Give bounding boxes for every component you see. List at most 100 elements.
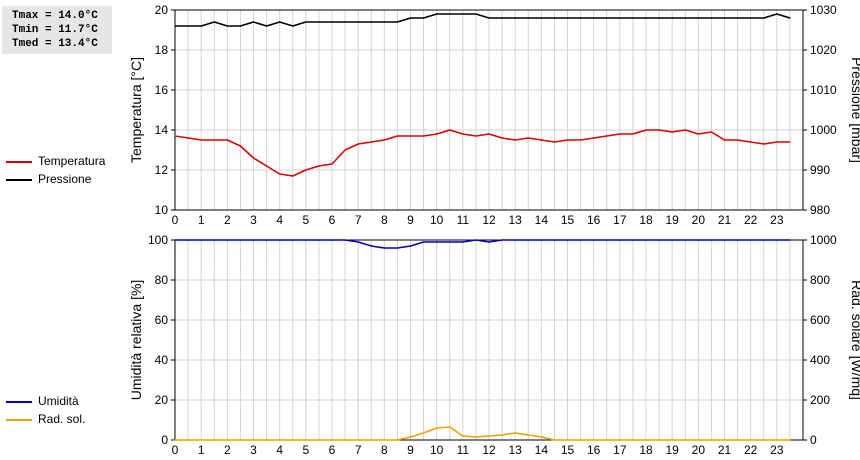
- series-point-top-1-28: [540, 17, 542, 19]
- series-point-top-0-7: [266, 165, 268, 167]
- xtick-label-top-3: 3: [250, 213, 257, 227]
- series-point-bottom-1-16: [383, 439, 385, 441]
- series-point-bottom-0-36: [645, 239, 647, 241]
- series-point-top-1-29: [553, 17, 556, 19]
- ylabel-right-top: Pressione [mbar]: [849, 57, 860, 163]
- series-point-bottom-1-14: [357, 439, 359, 441]
- plot-frame-bottom: [174, 239, 804, 441]
- series-point-bottom-1-32: [593, 439, 595, 441]
- series-point-bottom-0-2: [200, 239, 202, 241]
- series-point-bottom-1-20: [436, 427, 438, 429]
- series-point-top-1-33: [606, 17, 608, 19]
- ytick-label-left-bottom-1: 20: [155, 393, 169, 407]
- series-point-bottom-1-2: [200, 439, 202, 441]
- ytick-label-left-bottom-4: 80: [155, 273, 169, 287]
- series-point-top-1-22: [462, 13, 464, 15]
- xtick-label-top-11: 11: [457, 213, 470, 227]
- xtick-label-top-0: 0: [172, 213, 179, 227]
- xtick-label-bottom-10: 10: [430, 443, 444, 457]
- series-point-bottom-1-26: [514, 432, 516, 434]
- series-point-top-0-11: [318, 165, 320, 167]
- series-point-bottom-1-3: [213, 439, 215, 441]
- series-point-top-1-40: [697, 17, 699, 19]
- xtick-label-top-13: 13: [508, 213, 522, 227]
- xtick-label-top-23: 23: [770, 213, 784, 227]
- series-point-bottom-1-38: [671, 439, 673, 441]
- series-point-top-1-26: [514, 17, 516, 19]
- series-point-top-0-39: [684, 129, 686, 131]
- ytick-label-right-bottom-3: 600: [810, 313, 830, 327]
- series-point-bottom-0-47: [789, 239, 791, 241]
- series-point-top-0-25: [501, 137, 503, 139]
- ytick-label-right-top-1: 990: [810, 163, 830, 177]
- series-point-top-0-45: [763, 143, 765, 145]
- ylabel-right-bottom: Rad. solare [W/mq]: [849, 280, 860, 400]
- series-point-top-1-43: [737, 17, 739, 19]
- xtick-label-top-9: 9: [407, 213, 414, 227]
- series-point-top-1-23: [475, 13, 477, 15]
- series-point-bottom-0-43: [737, 239, 739, 241]
- series-point-bottom-1-34: [619, 439, 621, 441]
- xtick-label-bottom-5: 5: [302, 443, 309, 457]
- series-point-bottom-0-15: [370, 245, 372, 247]
- series-point-bottom-1-18: [409, 436, 412, 438]
- series-point-top-0-27: [527, 137, 529, 139]
- legend-item-temperatura: Temperatura: [6, 154, 146, 170]
- series-point-top-1-42: [723, 17, 726, 19]
- series-point-bottom-1-19: [423, 432, 425, 434]
- series-point-top-1-47: [789, 17, 791, 19]
- series-point-top-0-22: [462, 133, 464, 135]
- series-point-bottom-0-13: [344, 239, 346, 241]
- series-point-top-1-25: [501, 17, 503, 19]
- series-point-bottom-1-13: [344, 439, 346, 441]
- legend-item-umidita: Umidità: [6, 394, 146, 410]
- xtick-label-bottom-9: 9: [407, 443, 414, 457]
- series-point-top-1-5: [239, 25, 241, 27]
- xtick-label-bottom-8: 8: [381, 443, 388, 457]
- xtick-label-bottom-1: 1: [198, 443, 205, 457]
- xtick-label-top-10: 10: [430, 213, 444, 227]
- series-point-top-1-10: [305, 21, 307, 23]
- series-point-top-1-24: [488, 17, 490, 19]
- xtick-label-top-17: 17: [613, 213, 627, 227]
- series-point-top-1-18: [409, 17, 412, 19]
- series-point-bottom-1-39: [684, 439, 686, 441]
- series-point-bottom-1-37: [658, 439, 660, 441]
- series-point-top-1-1: [187, 25, 189, 27]
- series-point-bottom-1-5: [239, 439, 241, 441]
- ytick-label-left-top-4: 18: [155, 43, 169, 57]
- series-point-top-1-35: [632, 17, 634, 19]
- legend-label-temperatura: Temperatura: [38, 154, 106, 168]
- series-line-top-1: [175, 13, 791, 27]
- series-point-bottom-0-37: [658, 239, 660, 241]
- plot-frame-top: [174, 9, 804, 211]
- series-point-bottom-0-17: [396, 247, 398, 249]
- ytick-label-left-top-3: 16: [155, 83, 169, 97]
- xtick-label-top-19: 19: [665, 213, 679, 227]
- legend-swatch-radsol: [6, 419, 32, 421]
- series-point-top-1-46: [776, 13, 778, 15]
- series-point-top-1-17: [396, 21, 398, 23]
- series-point-top-0-19: [423, 135, 425, 137]
- series-point-bottom-0-35: [632, 239, 634, 241]
- tmax-text: Tmax = 14.0°C: [12, 10, 98, 22]
- series-point-bottom-1-0: [174, 439, 176, 441]
- series-point-top-1-45: [763, 17, 765, 19]
- xtick-label-top-1: 1: [198, 213, 205, 227]
- legend-swatch-umidita: [6, 401, 32, 403]
- series-point-bottom-0-0: [174, 239, 176, 241]
- series-line-top-0: [174, 129, 790, 177]
- series-point-bottom-0-42: [723, 239, 726, 241]
- series-point-top-0-47: [789, 141, 791, 143]
- series-point-top-0-23: [475, 135, 477, 137]
- xtick-label-bottom-13: 13: [508, 443, 522, 457]
- series-point-bottom-1-1: [187, 439, 189, 441]
- series-point-top-0-15: [370, 141, 372, 143]
- series-point-top-0-37: [658, 129, 660, 131]
- series-point-bottom-0-32: [593, 239, 595, 241]
- series-point-top-0-30: [566, 139, 569, 141]
- stats-box: Tmax = 14.0°C Tmin = 11.7°C Tmed = 13.4°…: [2, 6, 112, 54]
- ytick-label-right-top-0: 980: [810, 203, 830, 217]
- series-point-top-0-26: [514, 139, 516, 141]
- ytick-label-right-top-2: 1000: [810, 123, 837, 137]
